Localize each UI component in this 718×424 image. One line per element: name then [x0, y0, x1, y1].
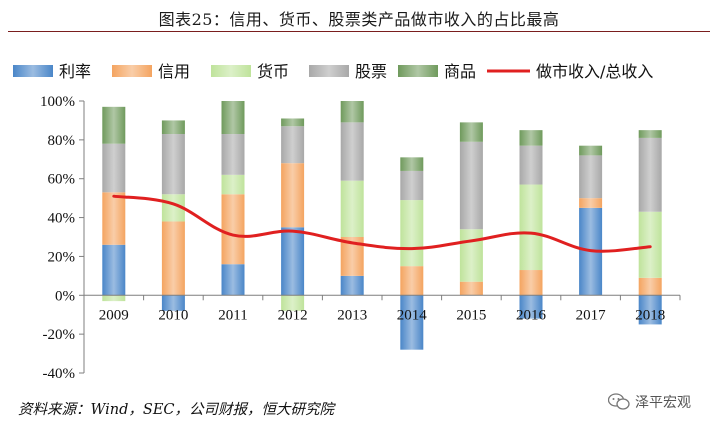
- bar-segment-2011-s5: [221, 101, 245, 135]
- bar-segment-2012-s5: [281, 118, 305, 127]
- ratio-line-group: [112, 194, 652, 253]
- bar-segment-2014-s1: [400, 295, 424, 350]
- bar-segment-2014-s2: [400, 266, 424, 296]
- title-divider: [8, 31, 710, 32]
- bar-segment-2018-s4: [638, 137, 662, 212]
- legend-swatch-1: [13, 65, 53, 77]
- x-tick-label: 2009: [99, 307, 129, 323]
- x-axis: 2009 2010 2011 2012 2013 2014 2015 2016 2017 2018: [83, 294, 681, 323]
- y-tick-label: 0%: [55, 288, 75, 304]
- bar-segment-2009-s2: [102, 192, 126, 245]
- bar-segment-2014-s3: [400, 200, 424, 267]
- ratio-line: [112, 194, 652, 253]
- y-tick-label: 60%: [48, 172, 76, 188]
- bar-segment-2012-s1: [281, 227, 305, 296]
- bar-segment-2010-s1: [161, 295, 185, 311]
- bar-segment-2015-s2: [459, 281, 483, 296]
- bar-segment-2009-s3: [102, 295, 126, 302]
- y-tick-label: 100%: [40, 94, 75, 110]
- bar-segment-2013-s1: [340, 275, 364, 296]
- bar-segment-2017-s2: [579, 198, 603, 208]
- legend-label-1: 利率: [59, 62, 91, 81]
- bar-segment-2016-s4: [519, 145, 543, 185]
- y-tick-label: 20%: [48, 249, 76, 265]
- y-tick-label: -20%: [43, 327, 76, 343]
- legend-label-5: 商品: [444, 62, 476, 81]
- bar-segment-2013-s4: [340, 122, 364, 181]
- x-tick-label: 2013: [337, 307, 367, 323]
- bar-segment-2013-s2: [340, 237, 364, 276]
- x-tick-label: 2011: [218, 307, 247, 323]
- bar-segment-2018-s1: [638, 295, 662, 325]
- legend: 利率 信用 货币 股票 商品 做市收入/总收入: [13, 62, 653, 81]
- legend-swatch-4: [309, 65, 349, 77]
- y-tick-label: 80%: [48, 133, 76, 149]
- bar-segment-2016-s5: [519, 130, 543, 146]
- brand-label: 泽平宏观: [635, 395, 691, 411]
- x-tick-label: 2018: [635, 307, 665, 323]
- bar-segment-2016-s1: [519, 295, 543, 319]
- bar-segment-2014-s4: [400, 170, 424, 201]
- chart-title: 图表25：信用、货币、股票类产品做市收入的占比最高: [158, 10, 560, 29]
- bar-segment-2011-s1: [221, 264, 245, 296]
- legend-label-line: 做市收入/总收入: [536, 62, 653, 81]
- bar-segment-2016-s2: [519, 270, 543, 296]
- legend-swatch-5: [398, 65, 438, 77]
- bar-segment-2012-s4: [281, 126, 305, 164]
- bar-segment-2011-s4: [221, 134, 245, 175]
- y-axis: -40% -20% 0% 20% 40% 60% 80% 100%: [40, 94, 85, 382]
- bar-segment-2010-s2: [161, 221, 185, 296]
- stacked-bar-chart: 利率 信用 货币 股票 商品 做市收入/总收入 -40% -20% 0% 20% 40% 60% 80…: [13, 62, 681, 382]
- bar-segment-2017-s4: [579, 155, 603, 199]
- x-tick-label: 2010: [158, 307, 188, 323]
- bar-segment-2016-s3: [519, 184, 543, 271]
- legend-label-4: 股票: [355, 62, 387, 81]
- bar-segment-2018-s5: [638, 130, 662, 138]
- bar-segment-2015-s4: [459, 141, 483, 230]
- bar-segment-2011-s3: [221, 174, 245, 195]
- bar-segment-2018-s2: [638, 277, 662, 296]
- bar-segment-2018-s3: [638, 211, 662, 278]
- bar-segment-2010-s4: [161, 134, 185, 195]
- bar-segment-2009-s4: [102, 143, 126, 193]
- brand-watermark: 泽平宏观: [608, 392, 691, 412]
- legend-swatch-3: [211, 65, 251, 77]
- bar-segment-2017-s5: [579, 145, 603, 156]
- y-tick-label: 40%: [48, 211, 76, 227]
- legend-label-2: 信用: [158, 62, 190, 81]
- bar-segment-2013-s3: [340, 180, 364, 237]
- bar-segment-2011-s2: [221, 194, 245, 265]
- x-tick-label: 2016: [516, 307, 547, 323]
- x-tick-label: 2015: [456, 307, 486, 323]
- bar-segment-2014-s5: [400, 157, 424, 171]
- wechat-icon: [608, 393, 630, 410]
- legend-label-3: 货币: [257, 62, 289, 81]
- x-tick-label: 2014: [397, 307, 428, 323]
- source-note: 资料来源：Wind，SEC，公司财报，恒大研究院: [18, 402, 335, 418]
- bar-segment-2013-s5: [340, 101, 364, 123]
- y-tick-label: -40%: [43, 366, 76, 382]
- x-tick-label: 2012: [278, 307, 308, 323]
- bar-segment-2009-s5: [102, 106, 126, 144]
- bar-segment-2010-s5: [161, 120, 185, 135]
- bar-segment-2015-s3: [459, 229, 483, 282]
- x-tick-label: 2017: [576, 307, 607, 323]
- legend-swatch-2: [112, 65, 152, 77]
- bar-segment-2009-s1: [102, 244, 126, 296]
- bar-segment-2012-s3: [281, 295, 305, 311]
- bar-segment-2012-s2: [281, 163, 305, 228]
- bar-segment-2015-s5: [459, 122, 483, 142]
